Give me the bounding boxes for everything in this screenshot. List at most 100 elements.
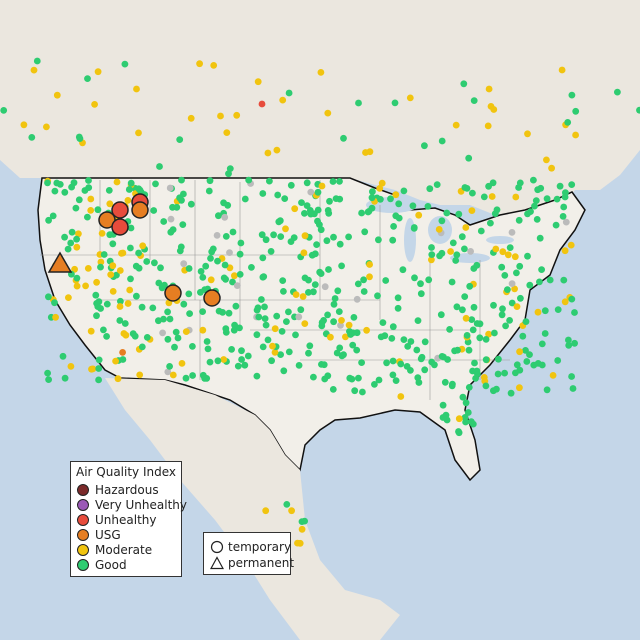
monitor-dot (379, 319, 387, 326)
monitor-dot (530, 176, 537, 184)
incident-marker (111, 201, 129, 219)
monitor-dot (233, 282, 241, 289)
legend-item-permanent: permanent (210, 555, 294, 570)
monitor-dot (392, 377, 400, 384)
monitor-dot (435, 226, 443, 233)
monitor-dot (273, 146, 281, 154)
monitor-dot (568, 91, 576, 99)
monitor-dot (182, 328, 190, 335)
monitor-dot (317, 226, 325, 234)
monitor-dot (516, 384, 523, 392)
monitor-dot (493, 206, 501, 214)
monitor-dot (480, 374, 488, 381)
monitor-dot (530, 361, 538, 369)
monitor-dot (73, 243, 81, 251)
monitor-dot (377, 195, 384, 203)
monitor-dot (166, 363, 174, 370)
monitor-dot (65, 294, 72, 301)
monitor-dot (389, 236, 397, 244)
monitor-dot (376, 185, 384, 192)
aqi-legend: Air Quality Index Hazardous Very Unhealt… (70, 461, 187, 577)
monitor-dot (345, 321, 353, 329)
monitor-dot (219, 309, 227, 316)
monitor-dot (444, 356, 451, 363)
monitor-dot (180, 300, 188, 308)
monitor-dot (241, 361, 249, 369)
monitor-dot (397, 360, 405, 368)
monitor-dot (536, 278, 543, 286)
legend-title: Air Quality Index (75, 465, 177, 479)
monitor-dot (548, 164, 555, 172)
monitor-dot (452, 121, 460, 129)
monitor-dot (178, 176, 185, 184)
monitor-dot (318, 361, 325, 368)
monitor-dot (189, 343, 196, 350)
monitor-dot (449, 239, 457, 247)
monitor-dot (126, 286, 134, 294)
monitor-dot (389, 323, 397, 331)
monitor-dot (534, 308, 542, 316)
monitor-dot (561, 247, 569, 255)
monitor-dot (95, 365, 103, 372)
monitor-dot (460, 80, 468, 88)
monitor-dot (199, 326, 207, 334)
monitor-dot (340, 134, 347, 142)
monitor-dot (210, 62, 218, 69)
monitor-dot (564, 119, 572, 126)
monitor-dot (206, 358, 214, 366)
monitor-dot (167, 228, 175, 236)
monitor-dot (56, 181, 64, 188)
monitor-dot (73, 282, 81, 290)
monitor-dot (324, 311, 331, 319)
monitor-dot (172, 328, 180, 336)
monitor-dot (390, 223, 397, 230)
monitor-dot (127, 275, 134, 283)
legend-label: USG (95, 527, 121, 542)
monitor-dot (271, 349, 279, 356)
monitor-dot (399, 266, 407, 274)
monitor-dot (324, 207, 332, 214)
monitor-dot (559, 213, 567, 220)
monitor-dot (560, 203, 568, 211)
monitor-dot (433, 181, 441, 189)
monitor-dot (558, 66, 566, 74)
monitor-dot (498, 263, 506, 271)
monitor-dot (355, 99, 362, 107)
monitor-dot (103, 300, 111, 308)
monitor-dot (285, 89, 293, 97)
monitor-dot (236, 271, 244, 278)
monitor-dot (61, 233, 68, 241)
monitor-dot (468, 207, 476, 215)
monitor-dot (207, 276, 215, 284)
monitor-dot (351, 387, 359, 395)
monitor-dot (217, 112, 224, 120)
monitor-dot (52, 313, 59, 321)
monitor-dot (225, 309, 233, 317)
monitor-dot (562, 218, 570, 226)
monitor-dot (221, 261, 229, 269)
monitor-dot (303, 179, 311, 187)
monitor-dot (127, 179, 135, 187)
legend-item-good: Good (77, 557, 127, 572)
monitor-dot (375, 236, 382, 244)
monitor-dot (87, 207, 95, 214)
monitor-dot (294, 539, 301, 547)
monitor-dot (438, 217, 446, 225)
monitor-dot (614, 88, 621, 96)
monitor-dot (109, 240, 117, 248)
monitor-dot (409, 202, 417, 210)
monitor-dot (451, 347, 458, 355)
monitor-dot (143, 334, 151, 341)
monitor-dot (160, 218, 168, 225)
monitor-dot (103, 333, 110, 340)
monitor-dot (225, 170, 232, 178)
monitor-dot (273, 312, 281, 320)
monitor-dot (415, 211, 423, 219)
monitor-dot (253, 331, 261, 339)
monitor-dot (156, 163, 163, 170)
monitor-dot (262, 321, 270, 329)
monitor-dot (465, 346, 473, 354)
monitor-dot (421, 142, 428, 150)
monitor-dot (189, 372, 197, 379)
monitor-dot (490, 301, 497, 309)
